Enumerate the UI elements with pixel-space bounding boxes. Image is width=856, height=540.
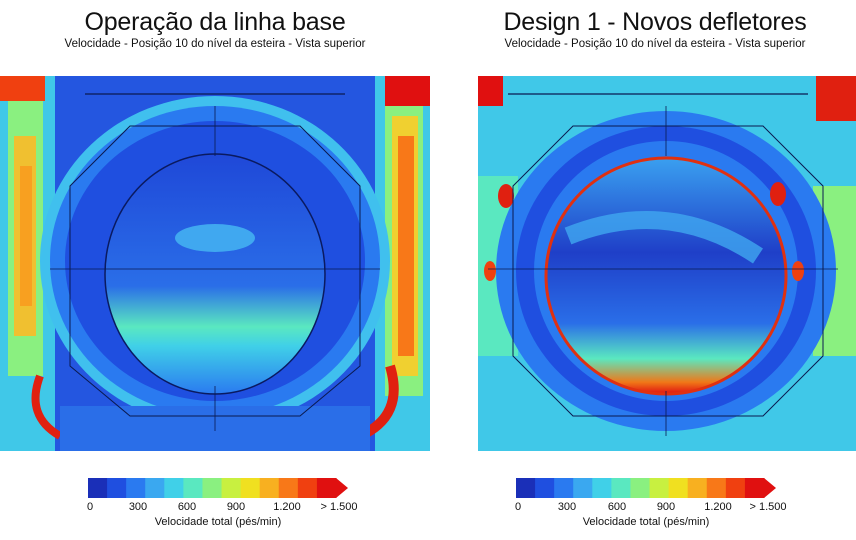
colorbar-right-label: Velocidade total (pés/min) bbox=[582, 516, 710, 528]
colorbar-right-swatch-4 bbox=[592, 478, 612, 498]
colorbar-left-tick-0: 0 bbox=[86, 501, 94, 513]
colorbar-left-swatch-0 bbox=[88, 478, 108, 498]
colorbar-left-swatch-8 bbox=[240, 478, 261, 498]
colorbar-left bbox=[88, 478, 348, 498]
colorbar-left-label: Velocidade total (pés/min) bbox=[154, 516, 282, 528]
colorbar-left-swatch-10 bbox=[278, 478, 299, 498]
colorbar-left-tick-5: > 1.500 bbox=[320, 501, 358, 513]
colorbar-right-swatch-9 bbox=[687, 478, 708, 498]
colorbar-left-tick-4: 1.200 bbox=[273, 501, 301, 513]
colorbar-right-tick-5: > 1.500 bbox=[749, 501, 787, 513]
colorbar-left-tick-2: 600 bbox=[177, 501, 197, 513]
velocity-field-right bbox=[478, 76, 856, 451]
colorbar-right-swatch-7 bbox=[649, 478, 670, 498]
colorbar-left-tick-1: 300 bbox=[128, 501, 148, 513]
colorbar-right bbox=[516, 478, 776, 498]
colorbar-right-overflow-arrow bbox=[764, 478, 776, 498]
panel-title-left: Operação da linha base bbox=[84, 8, 346, 36]
colorbar-left-swatch-12 bbox=[316, 478, 337, 498]
colorbar-left-overflow-arrow bbox=[336, 478, 348, 498]
colorbar-right-swatch-1 bbox=[535, 478, 555, 498]
colorbar-right-tick-2: 600 bbox=[607, 501, 627, 513]
colorbar-right-swatch-12 bbox=[744, 478, 765, 498]
colorbar-left-swatch-1 bbox=[107, 478, 127, 498]
colorbar-right-tick-0: 0 bbox=[514, 501, 522, 513]
panel-title-right: Design 1 - Novos defletores bbox=[503, 8, 807, 36]
velocity-field-right-svg bbox=[478, 76, 856, 451]
colorbar-right-tick-3: 900 bbox=[656, 501, 676, 513]
colorbar-right-swatch-6 bbox=[630, 478, 651, 498]
colorbar-left-swatch-9 bbox=[259, 478, 280, 498]
panel-subtitle-left: Velocidade - Posição 10 do nível da este… bbox=[64, 38, 366, 50]
colorbar-right-tick-4: 1.200 bbox=[704, 501, 732, 513]
velocity-field-left-svg bbox=[0, 76, 430, 451]
colorbar-right-swatch-0 bbox=[516, 478, 536, 498]
colorbar-right-svg bbox=[516, 478, 776, 498]
colorbar-left-swatch-7 bbox=[221, 478, 242, 498]
colorbar-left-swatch-5 bbox=[183, 478, 203, 498]
colorbar-left-swatch-2 bbox=[126, 478, 146, 498]
colorbar-left-swatch-3 bbox=[145, 478, 165, 498]
colorbar-right-swatch-10 bbox=[706, 478, 727, 498]
colorbar-right-swatch-11 bbox=[725, 478, 746, 498]
colorbar-right-tick-1: 300 bbox=[557, 501, 577, 513]
colorbar-left-svg bbox=[88, 478, 348, 498]
colorbar-left-swatch-11 bbox=[297, 478, 318, 498]
colorbar-right-swatch-3 bbox=[573, 478, 593, 498]
colorbar-left-tick-3: 900 bbox=[226, 501, 246, 513]
colorbar-left-swatch-6 bbox=[202, 478, 223, 498]
colorbar-right-swatch-5 bbox=[611, 478, 631, 498]
panel-subtitle-right: Velocidade - Posição 10 do nível da este… bbox=[504, 38, 806, 50]
colorbar-right-swatch-2 bbox=[554, 478, 574, 498]
colorbar-right-swatch-8 bbox=[668, 478, 689, 498]
velocity-field-left bbox=[0, 76, 430, 451]
colorbar-left-swatch-4 bbox=[164, 478, 184, 498]
